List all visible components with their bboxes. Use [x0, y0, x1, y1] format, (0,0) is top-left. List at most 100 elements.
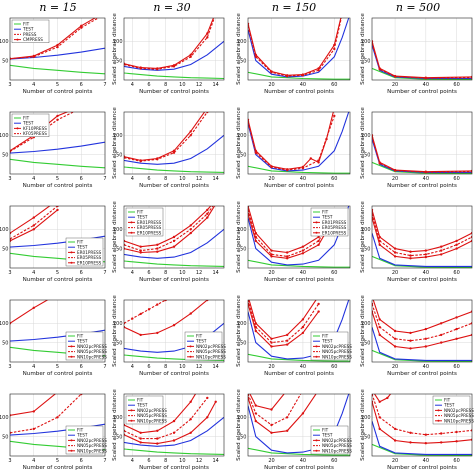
series-line-test: [248, 394, 350, 454]
y-tick-label: 100: [361, 227, 371, 233]
data-point: [424, 337, 427, 340]
x-axis-label: Number of control points: [139, 183, 209, 189]
data-point: [215, 201, 217, 203]
legend-marker: [70, 345, 73, 348]
legend-marker: [315, 439, 318, 442]
y-tick-label: 50: [2, 246, 8, 252]
y-axis-label: Scaled algebraic distance: [112, 107, 118, 179]
series-line-fit: [124, 448, 224, 455]
x-tick-label: 14: [212, 270, 218, 276]
series-line-fit: [124, 166, 224, 173]
data-point: [206, 212, 209, 215]
y-tick-label: 100: [0, 227, 9, 233]
x-tick-label: 20: [392, 176, 398, 182]
legend-marker: [437, 419, 440, 422]
x-tick-label: 12: [196, 364, 202, 370]
legend-label: FIT: [322, 334, 329, 339]
data-point: [378, 400, 381, 403]
y-tick-label: 50: [2, 434, 8, 440]
data-point: [270, 337, 273, 340]
series-group: [248, 300, 350, 362]
x-tick-label: 4: [131, 82, 134, 88]
legend-label: TEST: [22, 27, 34, 32]
legend-label: NN05pcPRESS: [137, 413, 167, 418]
x-tick-label: 60: [453, 458, 459, 464]
plot-frame: [9, 17, 106, 81]
data-point: [393, 169, 397, 172]
data-point: [189, 130, 192, 133]
x-tick-label: 60: [331, 458, 337, 464]
series-line-fit: [372, 161, 472, 174]
data-point: [378, 325, 381, 329]
x-tick-label: 60: [453, 270, 459, 276]
data-point: [286, 257, 289, 260]
x-tick-label: 4: [131, 270, 134, 276]
legend-label: TEST: [321, 433, 333, 438]
chart-panel-r0-c3: 20 40 60 50 100 Number of control points Scale…: [360, 13, 473, 95]
data-point: [393, 329, 397, 333]
chart-panel-r0-c0: 3 4 5 6 7 50 100 Number of control points FITTES…: [0, 17, 107, 95]
data-point: [393, 74, 397, 78]
x-tick-label: 10: [179, 458, 185, 464]
data-point: [254, 239, 257, 243]
legend-label: TEST: [76, 339, 88, 344]
x-tick-label: 60: [453, 364, 459, 370]
data-point: [189, 134, 192, 137]
x-tick-label: 7: [103, 176, 106, 182]
x-axis-label: Number of control points: [387, 183, 457, 189]
series-line-er10press: [372, 217, 472, 259]
data-point: [172, 235, 176, 239]
legend-label: NN05pcPRESS: [322, 349, 352, 354]
series-group: [372, 300, 472, 362]
series-line-cmpress: [248, 18, 342, 76]
y-axis-label: Scaled algebraic distance: [236, 389, 242, 461]
x-tick-label: 6: [147, 82, 150, 88]
x-axis-label: Number of control points: [387, 465, 457, 471]
x-tick-label: 6: [80, 176, 83, 182]
y-axis-label: Scaled algebraic distance: [112, 13, 118, 85]
legend-marker: [70, 251, 73, 254]
x-axis-label: Number of control points: [387, 371, 457, 377]
data-point: [189, 55, 192, 58]
data-point: [301, 325, 305, 329]
x-tick-label: 4: [32, 364, 35, 370]
legend-label: FIT: [137, 398, 144, 403]
legend-label: FIT: [444, 398, 451, 403]
x-tick-label: 4: [131, 458, 134, 464]
data-point: [156, 250, 159, 253]
legend-label: NN02pcPRESS: [77, 438, 107, 443]
plot-frame: [123, 17, 225, 81]
x-tick-label: 40: [423, 270, 429, 276]
series-line-test: [248, 300, 350, 360]
column-title-3: n = 500: [396, 1, 440, 14]
data-point: [286, 333, 289, 337]
legend-label: ER01PRESS: [322, 220, 347, 225]
data-point: [270, 431, 273, 434]
data-point: [156, 442, 159, 445]
data-point: [198, 387, 200, 389]
y-tick-label: 100: [237, 39, 247, 45]
y-axis-label: Scaled algebraic distance: [112, 295, 118, 367]
x-axis-label: Number of control points: [139, 89, 209, 95]
data-point: [409, 331, 412, 335]
x-tick-label: 60: [453, 176, 459, 182]
y-tick-label: 100: [113, 321, 123, 327]
data-point: [317, 302, 320, 306]
data-point: [440, 441, 443, 444]
chart-panel-r2-c3: 20 40 60 50 100 Number of control points Scale…: [360, 201, 473, 283]
series-line-test: [124, 228, 224, 259]
x-tick-label: 20: [268, 82, 274, 88]
legend-label: ER01PRESS: [137, 220, 162, 225]
x-tick-label: 20: [268, 364, 274, 370]
data-point: [156, 247, 159, 250]
y-tick-label: 50: [2, 152, 8, 158]
y-tick-label: 100: [0, 39, 9, 45]
x-axis-label: Number of control points: [23, 183, 93, 189]
data-point: [254, 419, 257, 423]
series-line-nn05pcpress: [10, 394, 82, 434]
chart-panel-r3-c1: 4 6 8 10 12 14 50 100 Number of control points Sc…: [112, 295, 226, 377]
series-line-nn05pcpress: [372, 303, 472, 342]
legend-label: NN05pcPRESS: [444, 413, 474, 418]
